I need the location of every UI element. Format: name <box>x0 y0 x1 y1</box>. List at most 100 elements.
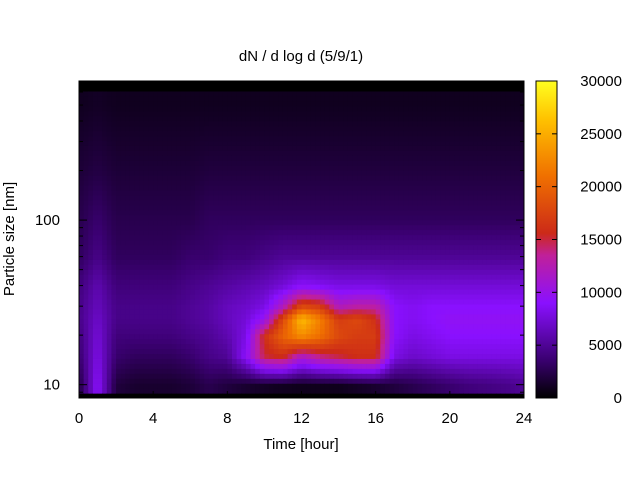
heatmap-cell <box>125 85 131 92</box>
heatmap-cell <box>324 120 330 127</box>
heatmap-cell <box>222 388 228 394</box>
heatmap-cell <box>231 313 238 320</box>
heatmap-cell <box>422 105 428 112</box>
heatmap-cell <box>92 194 99 201</box>
heatmap-cell <box>116 353 122 359</box>
heatmap-cell <box>287 333 293 340</box>
heatmap-cell <box>320 348 326 355</box>
heatmap-cell <box>97 150 103 156</box>
heatmap-cell <box>380 219 386 226</box>
heatmap-cell <box>102 95 108 102</box>
heatmap-cell <box>194 289 201 295</box>
heatmap-cell <box>380 105 386 112</box>
heatmap-cell <box>134 284 140 290</box>
heatmap-cell <box>287 115 293 122</box>
heatmap-cell <box>324 214 330 221</box>
heatmap-cell <box>408 388 414 394</box>
heatmap-cell <box>125 254 131 260</box>
heatmap-cell <box>282 219 289 226</box>
heatmap-cell <box>394 348 400 355</box>
heatmap-cell <box>310 110 317 117</box>
heatmap-cell <box>315 135 321 142</box>
heatmap-cell <box>389 259 395 265</box>
heatmap-cell <box>384 140 391 146</box>
heatmap-cell <box>296 95 303 102</box>
heatmap-cell <box>129 185 136 191</box>
heatmap-cell <box>129 249 136 255</box>
heatmap-cell <box>148 155 154 161</box>
heatmap-cell <box>176 150 182 156</box>
heatmap-cell <box>422 264 428 270</box>
heatmap-cell <box>111 393 117 398</box>
heatmap-cell <box>106 264 113 270</box>
heatmap-cell <box>301 170 307 176</box>
heatmap-cell <box>292 274 298 280</box>
heatmap-cell <box>384 85 391 92</box>
heatmap-cell <box>176 289 182 295</box>
heatmap-cell <box>92 120 99 127</box>
heatmap-cell <box>180 125 187 132</box>
heatmap-cell <box>190 110 196 117</box>
heatmap-cell <box>180 175 187 181</box>
heatmap-cell <box>422 284 428 290</box>
heatmap-cell <box>296 313 303 320</box>
heatmap-cell <box>282 145 289 151</box>
heatmap-cell <box>338 279 344 285</box>
heatmap-cell <box>194 189 201 196</box>
heatmap-cell <box>227 328 233 335</box>
heatmap-cell <box>389 234 395 241</box>
heatmap-cell <box>208 313 215 320</box>
heatmap-cell <box>106 155 113 161</box>
heatmap-cell <box>282 313 289 320</box>
heatmap-cell <box>333 348 340 355</box>
heatmap-cell <box>352 90 358 97</box>
heatmap-cell <box>255 318 261 325</box>
heatmap-cell <box>269 358 275 364</box>
heatmap-cell <box>204 170 210 176</box>
heatmap-cell <box>190 333 196 340</box>
heatmap-cell <box>218 229 224 236</box>
heatmap-cell <box>139 185 145 191</box>
heatmap-cell <box>222 100 228 107</box>
heatmap-cell <box>204 333 210 340</box>
heatmap-cell <box>171 323 177 330</box>
heatmap-cell <box>259 145 266 151</box>
heatmap-cell <box>231 348 238 355</box>
heatmap-cell <box>296 175 303 181</box>
heatmap-cell <box>269 175 275 181</box>
heatmap-cell <box>139 323 145 330</box>
heatmap-cell <box>236 209 242 216</box>
heatmap-cell <box>162 378 168 384</box>
heatmap-cell <box>310 145 317 151</box>
heatmap-cell <box>357 95 363 102</box>
heatmap-cell <box>315 373 321 379</box>
heatmap-cell <box>431 308 437 315</box>
heatmap-cell <box>208 279 215 285</box>
heatmap-cell <box>204 244 210 250</box>
heatmap-cell <box>92 125 99 132</box>
heatmap-cell <box>357 224 363 231</box>
heatmap-cell <box>333 259 340 265</box>
heatmap-cell <box>222 204 228 211</box>
heatmap-cell <box>394 85 400 92</box>
heatmap-cell <box>417 145 423 151</box>
heatmap-cell <box>431 135 437 142</box>
heatmap-cell <box>143 328 150 335</box>
heatmap-cell <box>333 313 340 320</box>
heatmap-cell <box>259 234 266 241</box>
heatmap-cell <box>417 293 423 300</box>
heatmap-cell <box>320 393 326 398</box>
heatmap-cell <box>185 120 191 127</box>
heatmap-cell <box>222 368 228 374</box>
heatmap-cell <box>245 393 252 398</box>
heatmap-cell <box>380 358 386 364</box>
heatmap-cell <box>310 358 317 364</box>
heatmap-cell <box>190 229 196 236</box>
heatmap-cell <box>199 393 205 398</box>
heatmap-cell <box>162 393 168 398</box>
heatmap-cell <box>371 105 377 112</box>
heatmap-cell <box>343 85 349 92</box>
heatmap-cell <box>116 378 122 384</box>
heatmap-cell <box>148 110 154 117</box>
heatmap-cell <box>190 353 196 359</box>
